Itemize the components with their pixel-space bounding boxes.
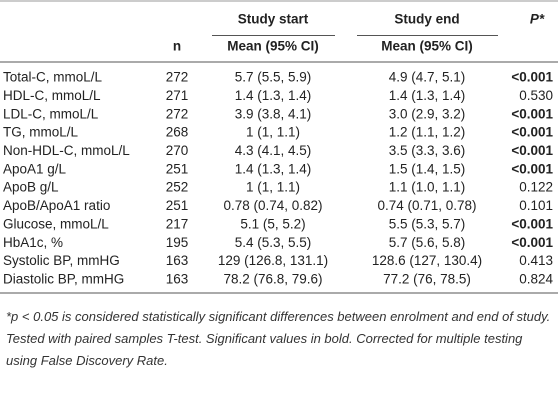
cell-end: 1.5 (1.4, 1.5)	[389, 161, 466, 176]
cell-p: <0.001	[511, 161, 553, 176]
row-label: ApoA1 g/L	[3, 161, 67, 176]
row-label: ApoB g/L	[3, 180, 59, 195]
row-label: TG, mmoL/L	[3, 125, 79, 140]
cell-p: 0.824	[519, 272, 553, 287]
cell-n: 251	[166, 198, 189, 213]
cell-p: <0.001	[511, 125, 553, 140]
row-label: Total-C, mmoL/L	[3, 70, 103, 85]
cell-p: <0.001	[511, 143, 553, 158]
cell-start: 1 (1, 1.1)	[246, 180, 300, 195]
row-label: Non-HDL-C, mmoL/L	[3, 143, 130, 158]
cell-start: 1.4 (1.3, 1.4)	[235, 161, 312, 176]
cell-n: 272	[166, 70, 189, 85]
cell-start: 1 (1, 1.1)	[246, 125, 300, 140]
cell-start: 129 (126.8, 131.1)	[218, 253, 328, 268]
row-label: HbA1c, %	[3, 235, 63, 250]
cell-end: 3.0 (2.9, 3.2)	[389, 106, 466, 121]
row-label: ApoB/ApoA1 ratio	[3, 198, 110, 213]
cell-start: 1.4 (1.3, 1.4)	[235, 88, 312, 103]
cell-end: 5.5 (5.3, 5.7)	[389, 216, 466, 231]
header: P*	[530, 12, 545, 27]
row-label: HDL-C, mmoL/L	[3, 88, 101, 103]
cell-p: 0.413	[519, 253, 553, 268]
cell-p: 0.122	[519, 180, 553, 195]
cell-start: 0.78 (0.74, 0.82)	[223, 198, 322, 213]
cell-p: <0.001	[511, 216, 553, 231]
cell-start: 5.7 (5.5, 5.9)	[235, 70, 312, 85]
cell-p: <0.001	[511, 106, 553, 121]
cell-n: 163	[166, 253, 189, 268]
cell-end: 128.6 (127, 130.4)	[372, 253, 482, 268]
cell-n: 270	[166, 143, 189, 158]
cell-n: 251	[166, 161, 189, 176]
cell-n: 163	[166, 272, 189, 287]
row-label: Systolic BP, mmHG	[3, 253, 120, 268]
row-label: Glucose, mmoL/L	[3, 216, 109, 231]
cell-end: 1.4 (1.3, 1.4)	[389, 88, 466, 103]
cell-start: 3.9 (3.8, 4.1)	[235, 106, 312, 121]
cell-end: 1.2 (1.1, 1.2)	[389, 125, 466, 140]
cell-end: 5.7 (5.6, 5.8)	[389, 235, 466, 250]
cell-p: 0.530	[519, 88, 553, 103]
cell-p: 0.101	[519, 198, 553, 213]
cell-start: 5.4 (5.3, 5.5)	[235, 235, 312, 250]
header: Mean (95% CI)	[381, 39, 473, 54]
cell-n: 252	[166, 180, 189, 195]
row-label: LDL-C, mmoL/L	[3, 106, 99, 121]
table: Study start Study end P* n Mean (95% CI)…	[0, 0, 558, 294]
cell-n: 268	[166, 125, 189, 140]
cell-start: 5.1 (5, 5.2)	[240, 216, 305, 231]
header: n	[173, 39, 181, 54]
header: Study end	[394, 12, 459, 27]
cell-end: 77.2 (76, 78.5)	[383, 272, 471, 287]
header: Study start	[238, 12, 309, 27]
cell-end: 3.5 (3.3, 3.6)	[389, 143, 466, 158]
cell-n: 217	[166, 216, 189, 231]
cell-n: 195	[166, 235, 189, 250]
cell-start: 4.3 (4.1, 4.5)	[235, 143, 312, 158]
cell-start: 78.2 (76.8, 79.6)	[223, 272, 322, 287]
cell-end: 1.1 (1.0, 1.1)	[389, 180, 466, 195]
cell-n: 272	[166, 106, 189, 121]
cell-end: 0.74 (0.71, 0.78)	[377, 198, 476, 213]
footnote: *p < 0.05 is considered statistically si…	[6, 309, 551, 368]
header: Mean (95% CI)	[227, 39, 319, 54]
cell-n: 271	[166, 88, 189, 103]
row-label: Diastolic BP, mmHG	[3, 272, 124, 287]
cell-end: 4.9 (4.7, 5.1)	[389, 70, 466, 85]
cell-p: <0.001	[511, 235, 553, 250]
cell-p: <0.001	[511, 70, 553, 85]
